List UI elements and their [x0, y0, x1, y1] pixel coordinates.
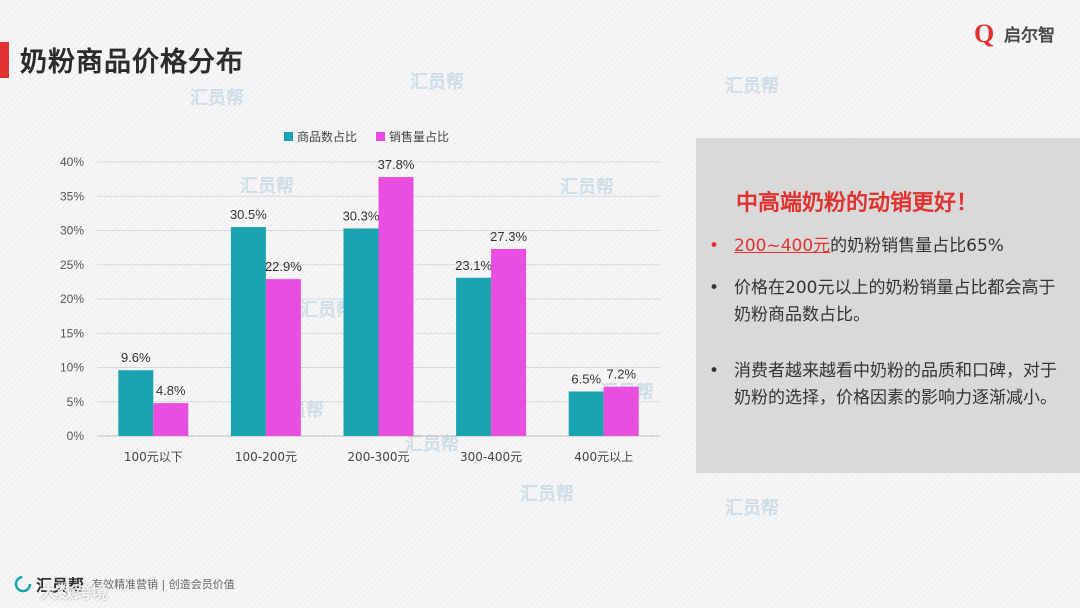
price-range-highlight: 200~400元 [734, 236, 831, 256]
data-label: 7.2% [606, 367, 636, 382]
bar-item-share [230, 227, 266, 436]
panel-bullet: • 消费者越来越看中奶粉的品质和口碑，对于奶粉的选择，价格因素的影响力逐渐减小。 [709, 358, 1064, 412]
footer-source-watermark: 大数跨境 [40, 583, 108, 603]
watermark: 汇员帮 [405, 434, 459, 455]
bullet-marker: • [708, 361, 720, 381]
legend-swatch [376, 132, 385, 141]
brand-logo-text: 启尔智 [1004, 25, 1055, 46]
panel-heading: 中高端奶粉的动销更好！ [736, 191, 979, 216]
legend-label: 商品数占比 [297, 129, 357, 144]
y-tick-label: 15% [60, 326, 84, 340]
bullet-marker: • [708, 278, 720, 298]
y-tick-label: 30% [60, 224, 84, 238]
bar-item-share [568, 391, 604, 436]
x-tick-label: 100-200元 [235, 450, 297, 464]
bar-item-share [456, 277, 492, 436]
bar-item-share [343, 228, 379, 436]
y-tick-label: 35% [60, 189, 84, 203]
watermark: 汇员帮 [410, 72, 464, 93]
bar-sales-share [265, 279, 301, 436]
data-label: 27.3% [490, 229, 527, 244]
bullet-text: 消费者越来越看中奶粉的品质和口碑，对于奶粉的选择，价格因素的影响力逐渐减小。 [734, 361, 1057, 408]
watermark: 汇员帮 [520, 484, 574, 505]
panel-bullet: • 价格在200元以上的奶粉销量占比都会高于奶粉商品数占比。 [709, 275, 1064, 329]
footer-slogan: 有效精准营销 | 创造会员价值 [92, 578, 235, 591]
page-title: 奶粉商品价格分布 [20, 47, 244, 78]
y-tick-label: 40% [60, 155, 84, 169]
data-label: 30.5% [230, 207, 267, 222]
watermark: 汇员帮 [190, 88, 244, 109]
y-tick-label: 0% [67, 429, 85, 443]
bar-sales-share [603, 386, 639, 436]
data-label: 22.9% [265, 259, 302, 274]
insight-panel: 中高端奶粉的动销更好！ • 200~400元的奶粉销售量占比65% • 价格在2… [696, 138, 1080, 473]
x-tick-label: 200-300元 [347, 450, 409, 464]
data-label: 9.6% [121, 350, 151, 365]
brand-logo-icon: Q [974, 19, 994, 48]
watermark: 汇员帮 [240, 176, 294, 197]
bar-sales-share [153, 403, 189, 436]
bullet-text: 的奶粉销售量占比65% [830, 236, 1004, 256]
x-tick-label: 100元以下 [124, 450, 183, 464]
y-tick-label: 25% [60, 258, 84, 272]
watermark: 汇员帮 [300, 300, 354, 321]
data-label: 6.5% [571, 371, 601, 386]
y-tick-label: 10% [60, 361, 84, 375]
watermark: 汇员帮 [725, 76, 779, 97]
panel-bullet: • 200~400元的奶粉销售量占比65% [709, 233, 1064, 260]
data-label: 37.8% [378, 157, 415, 172]
brand-logo-letter: Q [974, 19, 994, 48]
bar-chart: 0% 5% 10% 15% 20% 25% 30% 35% 40% 100元以下 9.6% 4.8% 1… [60, 129, 660, 464]
y-tick-label: 5% [67, 395, 85, 409]
bullet-text: 价格在200元以上的奶粉销量占比都会高于奶粉商品数占比。 [734, 278, 1056, 325]
legend-swatch [284, 132, 293, 141]
brand-logo: Q 启尔智 [972, 18, 1055, 48]
title-accent-bar [0, 42, 9, 78]
watermark: 汇员帮 [560, 177, 614, 198]
bar-sales-share [491, 248, 527, 436]
bar-item-share [118, 370, 154, 436]
bar-sales-share [378, 177, 414, 436]
data-label: 4.8% [156, 383, 186, 398]
brand-c-icon [14, 575, 32, 593]
legend-label: 销售量占比 [389, 129, 449, 144]
data-label: 30.3% [343, 208, 380, 223]
x-tick-label: 400元以上 [574, 450, 633, 464]
data-label: 23.1% [455, 258, 492, 273]
bullet-marker: • [708, 236, 720, 256]
watermark: 汇员帮 [725, 498, 779, 519]
footer-brand: 汇员帮 [36, 576, 85, 595]
footer: 汇员帮 有效精准营销 | 创造会员价值 [14, 572, 235, 596]
x-tick-label: 300-400元 [460, 450, 522, 464]
y-tick-label: 20% [60, 292, 84, 306]
